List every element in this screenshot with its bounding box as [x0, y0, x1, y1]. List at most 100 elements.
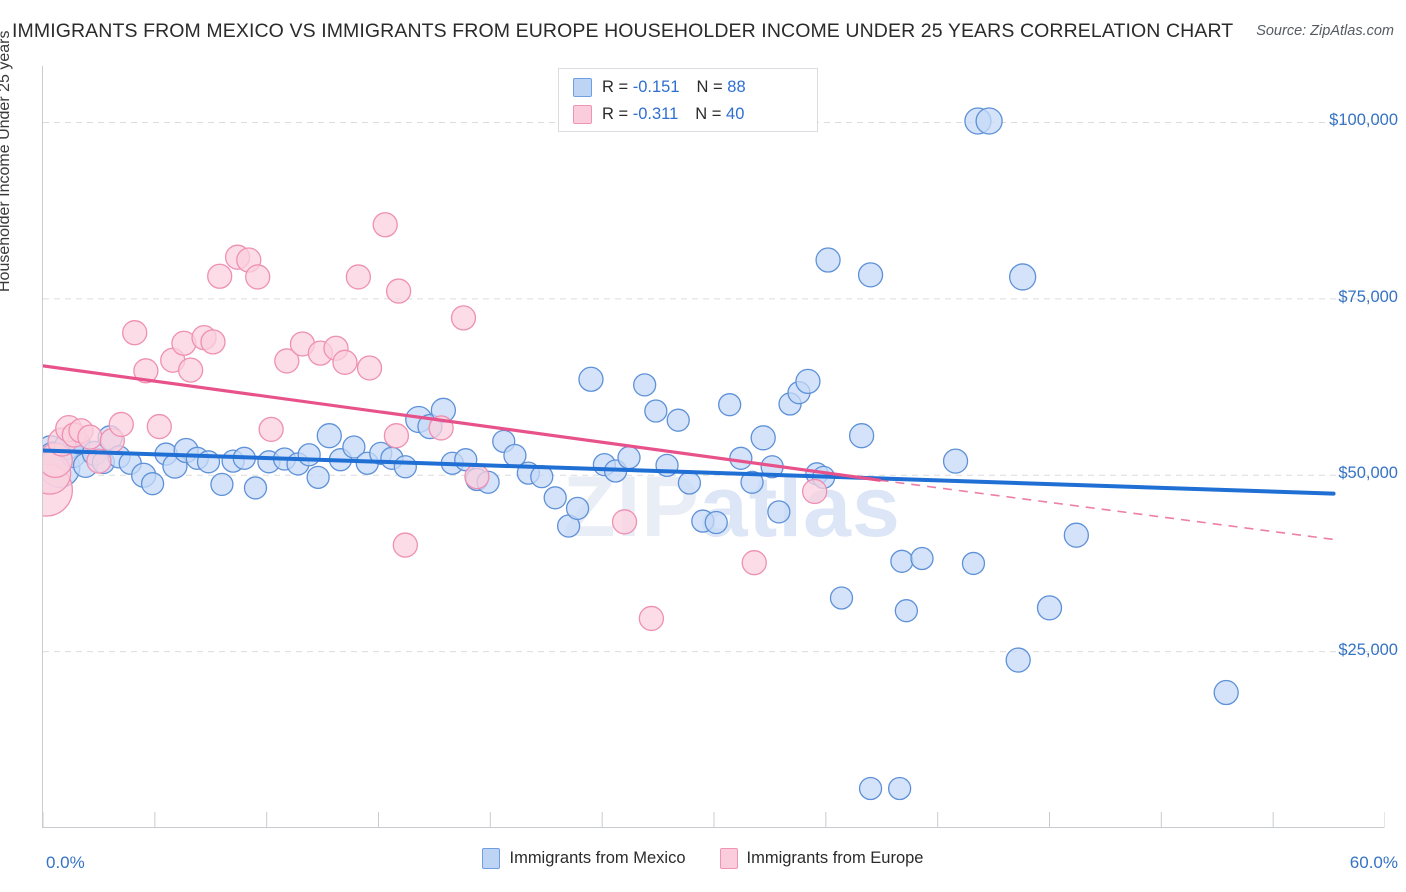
- scatter-point: [857, 262, 884, 288]
- scatter-point: [464, 463, 490, 490]
- scatter-point: [146, 413, 172, 440]
- stats-swatch-mexico: [573, 78, 592, 97]
- legend-swatch-europe: [719, 848, 738, 869]
- n-value-mexico: 88: [727, 78, 746, 96]
- scatter-point: [894, 599, 919, 623]
- trendline-europe: [43, 364, 882, 482]
- scatter-point: [887, 776, 912, 801]
- scatter-point: [740, 470, 764, 494]
- scatter-point: [795, 368, 821, 395]
- scatter-point: [385, 278, 412, 304]
- r-value-europe: -0.311: [632, 105, 679, 123]
- scatter-point: [332, 349, 358, 375]
- scatter-point: [815, 247, 841, 273]
- n-label-mexico: N =: [696, 78, 728, 96]
- scatter-point: [392, 532, 418, 558]
- scatter-point: [108, 411, 134, 438]
- y-axis-tick-label: $50,000: [1338, 464, 1398, 483]
- scatter-point: [633, 373, 657, 397]
- scatter-point: [316, 423, 342, 449]
- scatter-point: [729, 446, 753, 470]
- scatter-point: [767, 500, 791, 524]
- stats-swatch-europe: [573, 105, 592, 124]
- legend-swatch-mexico: [482, 848, 501, 869]
- stats-text-europe: R = -0.311 N = 40: [602, 105, 744, 124]
- scatter-point: [858, 776, 883, 801]
- n-label-europe: N =: [695, 105, 727, 123]
- scatter-point: [1009, 263, 1037, 291]
- scatter-point: [666, 408, 690, 432]
- scatter-point: [210, 472, 234, 497]
- scatter-plot-canvas: [43, 107, 1385, 828]
- scatter-point: [829, 586, 854, 610]
- x-axis-max-label: 60.0%: [1349, 853, 1398, 872]
- scatter-point: [372, 212, 398, 238]
- scatter-point: [356, 355, 383, 381]
- r-label-mexico: R =: [602, 78, 633, 96]
- scatter-point: [200, 329, 226, 355]
- scatter-point: [1213, 679, 1239, 706]
- y-axis-tick-label: $75,000: [1338, 287, 1398, 306]
- scatter-point: [677, 471, 702, 495]
- stats-row-europe: R = -0.311 N = 40: [559, 101, 817, 128]
- legend-label-mexico: Immigrants from Mexico: [509, 849, 686, 867]
- correlation-stats-box: R = -0.151 N = 88 R = -0.311 N = 40: [558, 68, 818, 132]
- page-title: IMMIGRANTS FROM MEXICO VS IMMIGRANTS FRO…: [12, 20, 1234, 42]
- scatter-point: [704, 510, 728, 535]
- scatter-point: [1005, 647, 1031, 673]
- plot-area: ZIPatlas: [42, 66, 1385, 828]
- scatter-point: [644, 399, 668, 423]
- scatter-point: [961, 551, 986, 576]
- scatter-point: [345, 264, 372, 290]
- scatter-point: [750, 425, 776, 451]
- scatter-point: [274, 348, 300, 374]
- scatter-point: [393, 455, 417, 479]
- scatter-point: [177, 357, 204, 383]
- points-layer: [43, 107, 1239, 801]
- trendline-extension-europe: [879, 479, 1334, 541]
- scatter-point: [890, 549, 914, 573]
- n-value-europe: 40: [726, 105, 745, 123]
- scatter-point: [578, 366, 604, 392]
- scatter-point: [802, 478, 828, 505]
- scatter-point: [342, 435, 366, 459]
- scatter-point: [543, 486, 567, 510]
- stats-text-mexico: R = -0.151 N = 88: [602, 78, 746, 97]
- stats-row-mexico: R = -0.151 N = 88: [559, 74, 817, 101]
- scatter-point: [638, 605, 665, 632]
- y-axis-title: Householder Income Under 25 years: [0, 30, 13, 292]
- legend-label-europe: Immigrants from Europe: [746, 849, 924, 867]
- scatter-point: [565, 496, 590, 521]
- scatter-point: [1063, 522, 1089, 548]
- y-axis-tick-label: $100,000: [1329, 111, 1398, 130]
- legend-item-mexico[interactable]: Immigrants from Mexico: [482, 848, 686, 869]
- scatter-point: [1036, 595, 1063, 621]
- source-attribution: Source: ZipAtlas.com: [1256, 23, 1394, 39]
- r-value-mexico: -0.151: [632, 78, 680, 96]
- r-label-europe: R =: [602, 105, 633, 123]
- chart-header: IMMIGRANTS FROM MEXICO VS IMMIGRANTS FRO…: [0, 0, 1406, 52]
- scatter-point: [77, 424, 103, 450]
- scatter-point: [297, 443, 321, 467]
- scatter-point: [718, 393, 742, 417]
- scatter-point: [133, 358, 159, 384]
- x-axis-min-label: 0.0%: [46, 853, 85, 872]
- scatter-point: [245, 264, 271, 290]
- scatter-point: [207, 263, 233, 289]
- scatter-point: [942, 448, 969, 474]
- trendline-mexico: [43, 448, 1336, 496]
- scatter-point: [243, 476, 268, 500]
- y-axis-tick-label: $25,000: [1338, 640, 1398, 659]
- scatter-point: [306, 465, 330, 489]
- scatter-point: [611, 509, 638, 535]
- scatter-point: [140, 472, 165, 496]
- scatter-point: [741, 550, 767, 576]
- scatter-point: [258, 416, 284, 443]
- scatter-point: [617, 445, 641, 470]
- legend-item-europe[interactable]: Immigrants from Europe: [719, 848, 924, 869]
- scatter-point: [975, 107, 1003, 135]
- scatter-point: [383, 423, 410, 449]
- series-legend: Immigrants from Mexico Immigrants from E…: [0, 848, 1406, 869]
- scatter-point: [122, 320, 148, 346]
